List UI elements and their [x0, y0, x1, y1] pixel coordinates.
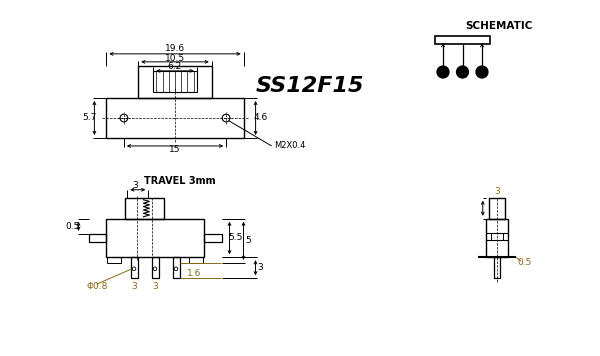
- Bar: [138, 66, 212, 98]
- Text: 6.2: 6.2: [168, 62, 182, 71]
- Bar: [131, 257, 137, 278]
- Bar: [494, 257, 500, 278]
- Text: 0.5: 0.5: [517, 258, 532, 267]
- Bar: [486, 219, 508, 257]
- Bar: [488, 198, 505, 219]
- Text: 19.6: 19.6: [165, 44, 185, 53]
- Text: Φ0.8: Φ0.8: [86, 282, 108, 291]
- Text: TRAVEL 3mm: TRAVEL 3mm: [144, 176, 216, 186]
- Text: 3: 3: [131, 282, 137, 291]
- Text: 3: 3: [133, 181, 138, 190]
- Circle shape: [476, 66, 488, 78]
- Text: 3: 3: [257, 263, 263, 272]
- Text: M2X0.4: M2X0.4: [275, 141, 306, 151]
- Text: SCHEMATIC: SCHEMATIC: [465, 21, 532, 31]
- Bar: [173, 257, 179, 278]
- Bar: [491, 232, 503, 240]
- Text: 10.5: 10.5: [165, 54, 185, 63]
- Text: 4.6: 4.6: [253, 114, 268, 122]
- Bar: [189, 257, 203, 263]
- Bar: [89, 234, 106, 242]
- Text: 5.7: 5.7: [82, 114, 97, 122]
- Text: 3: 3: [494, 187, 500, 196]
- Bar: [106, 98, 244, 138]
- Bar: [435, 36, 490, 44]
- Circle shape: [457, 66, 469, 78]
- Text: SS12F15: SS12F15: [256, 76, 364, 96]
- Text: 5: 5: [245, 236, 251, 245]
- Text: 1.6: 1.6: [187, 268, 202, 277]
- Bar: [154, 72, 197, 93]
- Bar: [151, 257, 158, 278]
- Text: 3: 3: [152, 282, 158, 291]
- Text: 15: 15: [169, 146, 181, 155]
- Text: 0.5: 0.5: [65, 222, 80, 231]
- Bar: [106, 219, 204, 257]
- Circle shape: [437, 66, 449, 78]
- Bar: [107, 257, 121, 263]
- Text: 5.5: 5.5: [229, 234, 242, 242]
- Bar: [125, 198, 164, 219]
- Bar: [204, 234, 221, 242]
